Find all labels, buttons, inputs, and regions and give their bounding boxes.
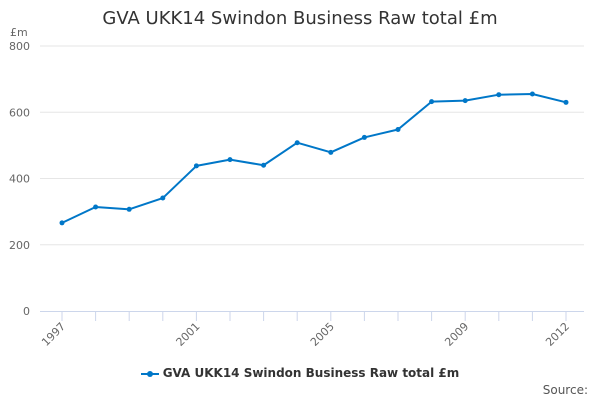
y-axis-label: £m — [10, 26, 28, 39]
x-tick-label: 1997 — [39, 320, 68, 349]
legend-label: GVA UKK14 Swindon Business Raw total £m — [162, 366, 460, 380]
x-tick-label: 2009 — [442, 320, 471, 349]
y-tick-label: 800 — [9, 40, 30, 53]
data-point — [395, 126, 401, 132]
data-point — [429, 99, 435, 105]
data-point — [261, 162, 267, 168]
legend-swatch — [140, 370, 159, 377]
x-tick-label: 2001 — [174, 320, 203, 349]
y-tick-label: 600 — [9, 106, 30, 119]
data-point — [328, 149, 334, 155]
y-tick-label: 200 — [9, 239, 30, 252]
data-point — [160, 195, 166, 201]
data-point — [496, 92, 502, 98]
data-point — [563, 99, 569, 105]
data-point — [126, 206, 132, 212]
data-point — [361, 134, 367, 140]
data-point — [227, 157, 233, 163]
data-point — [59, 220, 65, 226]
data-point — [529, 91, 535, 97]
x-tick-label: 2012 — [543, 320, 572, 349]
data-point — [462, 98, 468, 104]
legend[interactable]: GVA UKK14 Swindon Business Raw total £m — [0, 366, 600, 380]
y-tick-label: 0 — [23, 305, 30, 318]
y-tick-label: 400 — [9, 173, 30, 186]
data-point — [294, 140, 300, 146]
data-point — [193, 163, 199, 169]
chart-title: GVA UKK14 Swindon Business Raw total £m — [102, 8, 498, 29]
x-tick-label: 2005 — [308, 320, 337, 349]
source-label: Source: — [542, 383, 588, 397]
series-line — [61, 93, 567, 224]
data-point — [93, 204, 99, 210]
